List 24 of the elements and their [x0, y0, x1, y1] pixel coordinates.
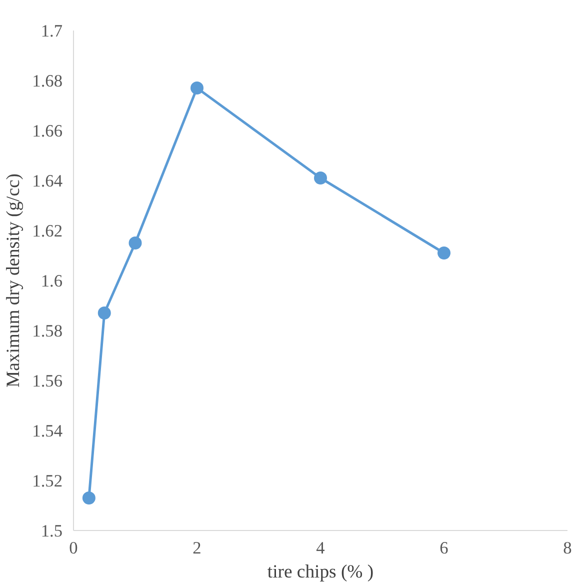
y-tick-label: 1.66 — [32, 122, 63, 140]
x-tick-label: 8 — [563, 538, 572, 558]
y-tick-label: 1.64 — [32, 172, 63, 190]
y-tick-label: 1.5 — [40, 522, 63, 540]
x-axis-title: tire chips (% ) — [267, 562, 374, 582]
y-tick-label: 1.52 — [32, 472, 63, 490]
x-tick-label: 6 — [440, 538, 449, 558]
y-tick-label: 1.58 — [32, 322, 63, 340]
point — [82, 492, 96, 504]
x-tick-label: 2 — [192, 538, 202, 558]
y-axis-title: Maximum dry density (g/cc) — [3, 174, 24, 388]
point — [314, 172, 327, 184]
y-tick-label: 1.56 — [32, 372, 63, 390]
y-tick-label: 1.54 — [32, 422, 63, 440]
x-tick-label: 4 — [316, 538, 326, 558]
y-tick-label: 1.7 — [40, 22, 63, 40]
point — [98, 306, 111, 320]
y-tick-label: 1.62 — [32, 222, 63, 240]
point — [128, 236, 142, 250]
x-tick-label: 0 — [69, 538, 78, 558]
point — [438, 246, 450, 260]
y-tick-label: 1.68 — [32, 72, 63, 90]
y-tick-label: 1.6 — [40, 272, 63, 290]
point — [190, 82, 204, 94]
